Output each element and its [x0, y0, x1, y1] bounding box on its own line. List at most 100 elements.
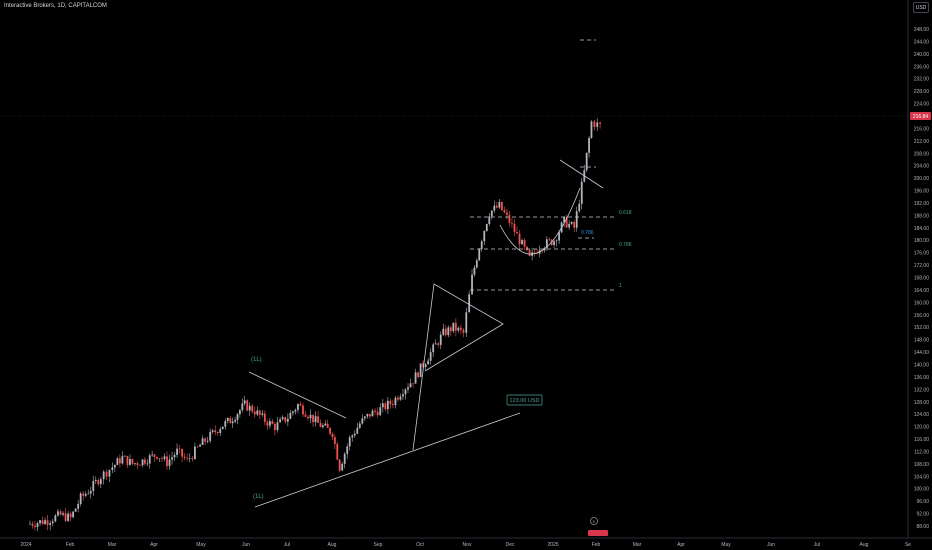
candle-body: [276, 422, 279, 431]
candle-body: [402, 394, 404, 397]
time-tick-8: Sep: [374, 542, 383, 548]
candle-body: [412, 383, 414, 384]
candle-body: [256, 410, 259, 415]
candle-body: [148, 455, 151, 464]
candle-body: [44, 520, 46, 524]
candle-body: [299, 404, 302, 406]
candle-body: [468, 294, 471, 313]
candle-body: [271, 421, 274, 424]
svg-text:E: E: [593, 519, 596, 524]
price-tick-2: 240.00: [914, 52, 930, 58]
price-tick-39: 92.00: [916, 512, 929, 518]
currency-button[interactable]: USD: [913, 2, 929, 13]
candle-body: [374, 410, 376, 412]
candle-body: [183, 456, 186, 458]
candle-body: [54, 515, 57, 522]
candle-body: [585, 152, 588, 171]
drawings-layer[interactable]: [248, 159, 604, 508]
price-tick-32: 120.00: [914, 425, 930, 431]
candle-body: [485, 224, 488, 231]
candle-body: [309, 414, 312, 419]
candle-body: [419, 363, 422, 378]
candle-body: [87, 493, 90, 495]
candle-body: [475, 260, 478, 268]
candle-body: [314, 416, 317, 423]
candle-body: [353, 433, 356, 436]
candle-body: [279, 419, 281, 423]
candle-body: [234, 419, 237, 422]
candle-body: [113, 464, 116, 468]
candle-body: [49, 523, 52, 525]
candle-body: [575, 211, 578, 228]
price-tick-0: 248.00: [914, 27, 930, 33]
candle-body: [214, 430, 217, 433]
candle-body: [366, 413, 369, 417]
price-tick-12: 200.00: [914, 176, 930, 182]
earnings-marker[interactable]: E: [588, 517, 608, 537]
candle-body: [211, 430, 214, 432]
candle-body: [493, 205, 496, 211]
time-axis[interactable]: 2024 Feb Mar Apr May Jun Jul Aug Sep Oct Nov Dec 202…: [0, 537, 932, 548]
price-tick-38: 96.00: [916, 499, 929, 505]
candle-body: [156, 456, 158, 459]
candle-body: [434, 343, 437, 345]
price-tick-11: 204.00: [914, 164, 930, 170]
time-tick-10: Nov: [463, 542, 472, 548]
candle-body: [379, 407, 382, 416]
candle-body: [289, 413, 292, 419]
candle-body: [580, 181, 583, 204]
candle-body: [64, 513, 67, 521]
candle-body: [397, 397, 399, 400]
candle-body: [204, 438, 207, 442]
candle-body: [284, 417, 287, 422]
symbol-title: Interactive Brokers, 1D, CAPITALCOM: [4, 3, 107, 9]
price-tick-21: 164.00: [914, 288, 930, 294]
target-price-label[interactable]: 123.00 USD: [506, 394, 543, 406]
candle-body: [490, 210, 493, 217]
candle-body: [99, 479, 102, 485]
candle-body: [181, 448, 184, 457]
candle-body: [153, 454, 156, 457]
candle-body: [173, 455, 176, 458]
candle-body: [224, 421, 227, 427]
candle-body: [545, 239, 548, 249]
candle-body: [286, 418, 289, 422]
price-tick-13: 196.00: [914, 189, 930, 195]
candle-body: [72, 511, 75, 518]
time-tick-7: Aug: [328, 542, 337, 548]
candle-body: [292, 411, 294, 414]
candle-body: [263, 413, 266, 423]
price-axis[interactable]: 248.00 244.00 240.00 236.00 232.00 228.00 224.…: [907, 0, 930, 538]
candle-body: [231, 421, 234, 424]
candle-body: [409, 383, 412, 388]
price-tick-14: 192.00: [914, 201, 930, 207]
candle-body: [516, 231, 518, 234]
candle-body: [429, 352, 432, 361]
price-tick-1: 244.00: [914, 39, 930, 45]
candle-body: [449, 327, 452, 332]
candle-body: [478, 248, 481, 261]
candle-body: [317, 416, 319, 423]
candle-body: [432, 344, 435, 353]
candle-body: [407, 387, 409, 390]
candle-body: [331, 433, 334, 438]
candle-body: [500, 201, 503, 211]
candle-body: [29, 523, 31, 525]
candle-body: [126, 455, 129, 465]
candle-body: [573, 222, 576, 228]
candle-body: [326, 423, 329, 428]
candle-body: [163, 456, 166, 460]
wave-label-bottom: (1L): [253, 494, 264, 500]
candle-body: [79, 493, 82, 504]
candle-body: [236, 414, 239, 420]
candle-body: [121, 456, 124, 464]
fib-label-0786-inner: 0.786: [581, 230, 594, 236]
time-tick-15: Apr: [677, 542, 685, 548]
candle-body: [304, 414, 307, 417]
price-tick-3: 236.00: [914, 64, 930, 70]
candle-body: [381, 403, 384, 408]
candle-body: [141, 459, 144, 466]
fib-levels[interactable]: [470, 39, 615, 291]
candle-body: [57, 511, 59, 516]
